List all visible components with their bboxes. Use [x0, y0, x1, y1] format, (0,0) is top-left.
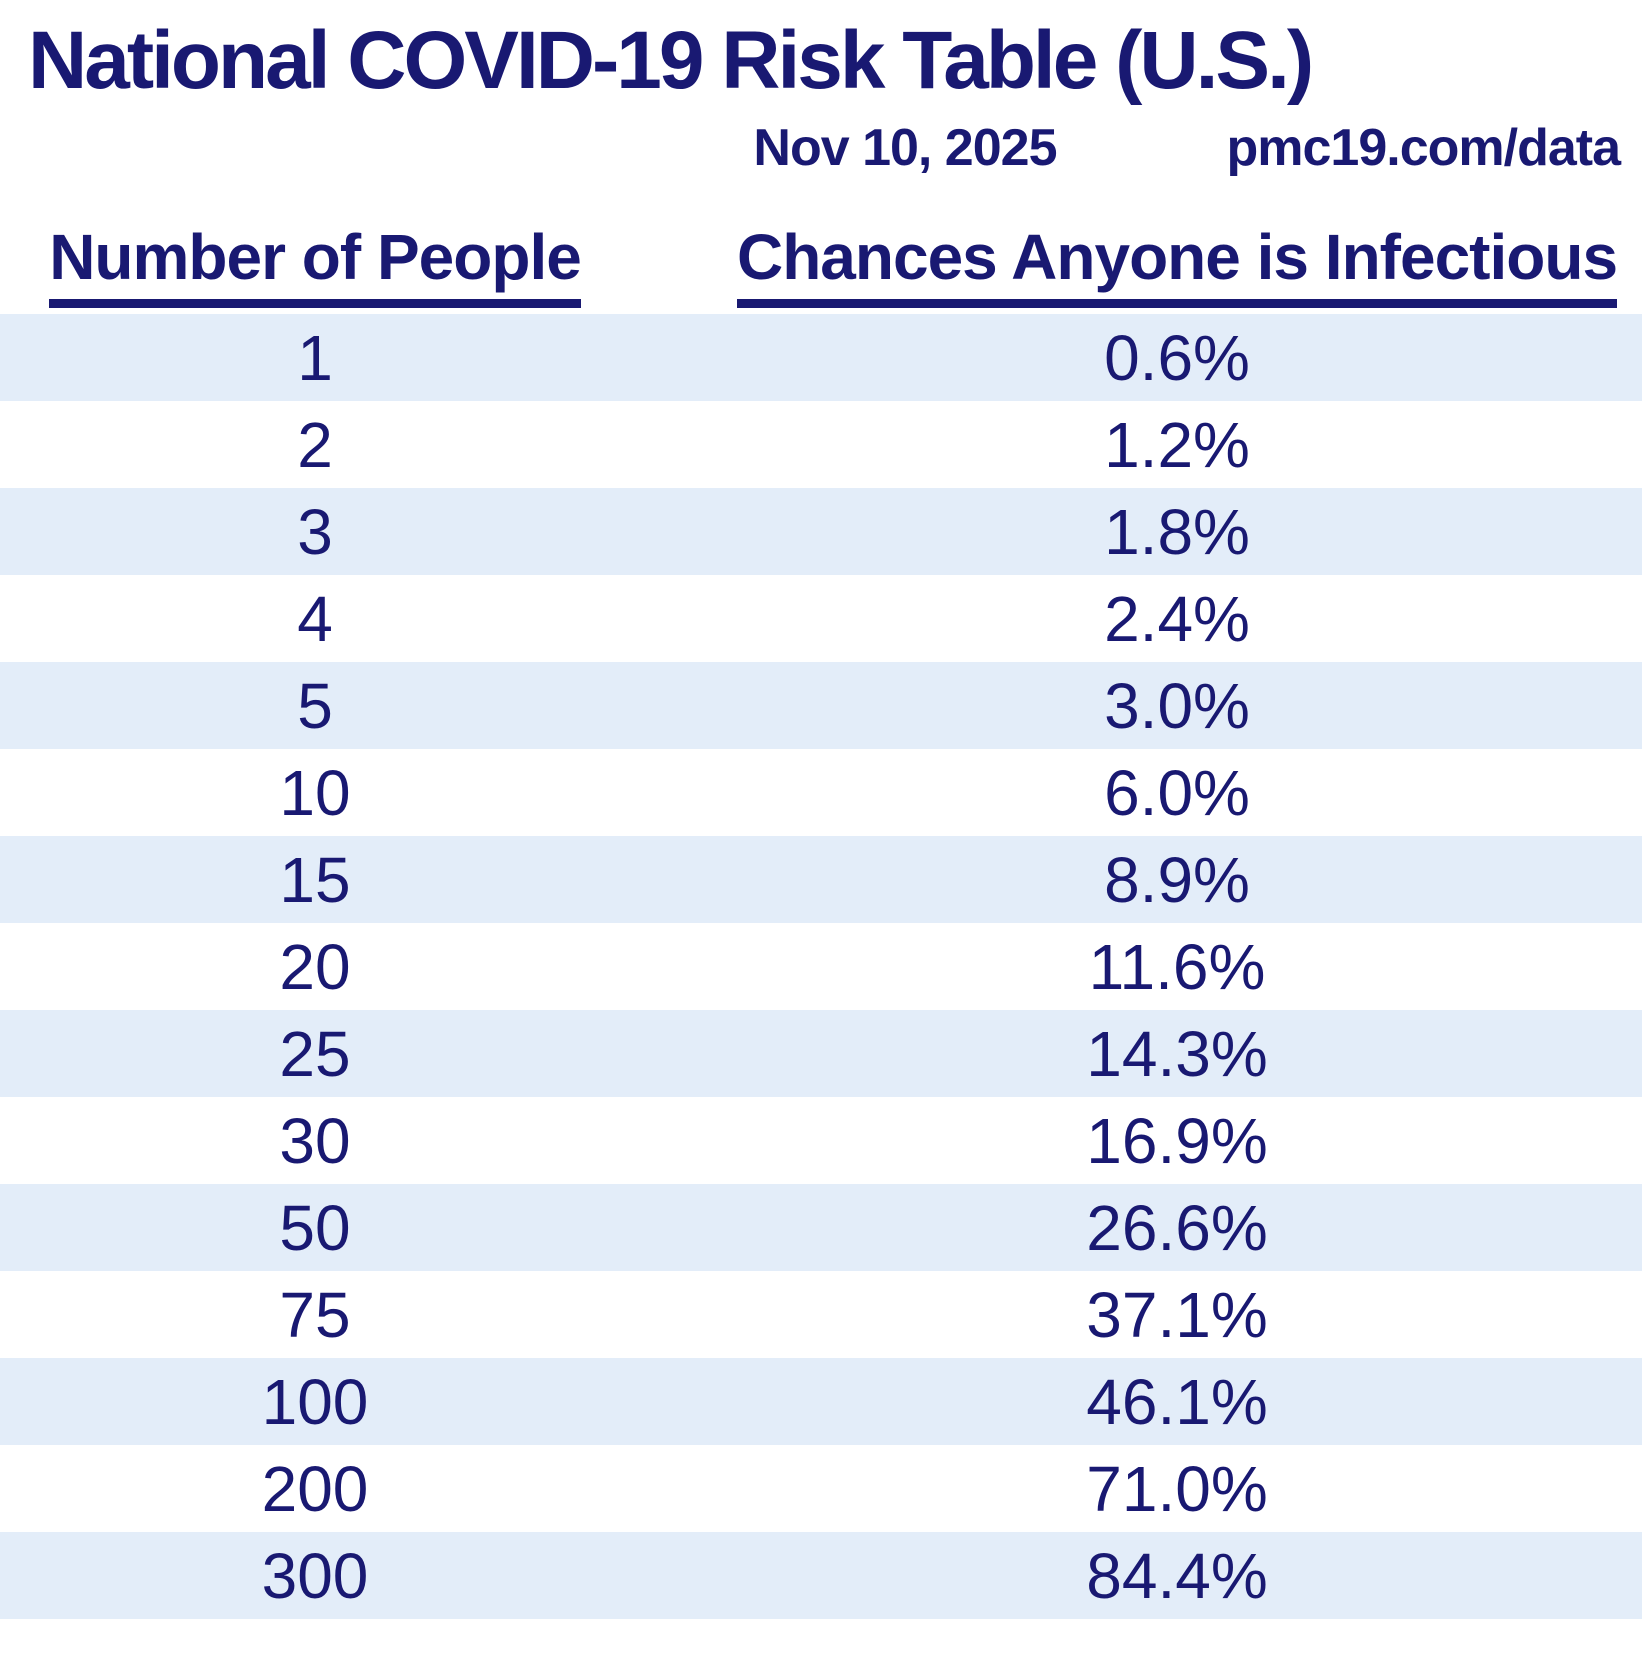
page-title: National COVID-19 Risk Table (U.S.) [28, 15, 1314, 106]
table-row: 2 1.2% [0, 401, 1642, 489]
people-count-cell: 25 [279, 1017, 351, 1090]
infectious-chance-cell: 1.2% [1104, 408, 1250, 481]
table-row: 20 11.6% [0, 923, 1642, 1011]
table-row: 30 16.9% [0, 1097, 1642, 1185]
table-row: 3 1.8% [0, 488, 1642, 576]
infectious-chance-cell: 46.1% [1086, 1365, 1268, 1438]
people-count-cell: 200 [261, 1452, 369, 1525]
people-count-cell: 10 [279, 756, 351, 829]
people-count-cell: 1 [297, 321, 333, 394]
table-header-row: Number of People Chances Anyone is Infec… [0, 225, 1642, 309]
chance-column-header: Chances Anyone is Infectious [736, 225, 1618, 309]
table-row: 15 8.9% [0, 836, 1642, 924]
people-count-cell: 5 [297, 669, 333, 742]
people-count-cell: 300 [261, 1539, 369, 1612]
people-count-cell: 50 [279, 1191, 351, 1264]
infectious-chance-cell: 16.9% [1086, 1104, 1268, 1177]
infectious-chance-cell: 11.6% [1088, 930, 1266, 1003]
chance-header-cell: Chances Anyone is Infectious [630, 225, 1642, 309]
people-count-cell: 30 [279, 1104, 351, 1177]
risk-table-body: 1 0.6% 2 1.2% 3 1.8% 4 2.4% 5 3.0% 10 6.… [0, 314, 1642, 1620]
infectious-chance-cell: 26.6% [1086, 1191, 1268, 1264]
infectious-chance-cell: 2.4% [1104, 582, 1250, 655]
table-row: 100 46.1% [0, 1358, 1642, 1446]
people-count-cell: 20 [279, 930, 351, 1003]
table-row: 200 71.0% [0, 1445, 1642, 1533]
people-count-cell: 3 [297, 495, 333, 568]
infectious-chance-cell: 37.1% [1086, 1278, 1268, 1351]
table-row: 75 37.1% [0, 1271, 1642, 1359]
infectious-chance-cell: 14.3% [1086, 1017, 1268, 1090]
people-column-header: Number of People [49, 225, 582, 309]
table-row: 25 14.3% [0, 1010, 1642, 1098]
date-label: Nov 10, 2025 [753, 119, 1057, 178]
table-row: 300 84.4% [0, 1532, 1642, 1620]
table-row: 5 3.0% [0, 662, 1642, 750]
infectious-chance-cell: 71.0% [1086, 1452, 1268, 1525]
infectious-chance-cell: 3.0% [1104, 669, 1250, 742]
people-count-cell: 75 [279, 1278, 351, 1351]
infectious-chance-cell: 1.8% [1104, 495, 1250, 568]
infectious-chance-cell: 6.0% [1104, 756, 1250, 829]
table-row: 4 2.4% [0, 575, 1642, 663]
people-count-cell: 4 [297, 582, 333, 655]
table-row: 10 6.0% [0, 749, 1642, 837]
people-count-cell: 100 [261, 1365, 369, 1438]
table-row: 50 26.6% [0, 1184, 1642, 1272]
source-url-label: pmc19.com/data [1226, 119, 1621, 178]
people-count-cell: 15 [279, 843, 351, 916]
people-count-cell: 2 [297, 408, 333, 481]
subtitle-row: Nov 10, 2025 pmc19.com/data [0, 120, 1642, 177]
infectious-chance-cell: 8.9% [1104, 843, 1250, 916]
people-header-cell: Number of People [0, 225, 630, 309]
infectious-chance-cell: 84.4% [1086, 1539, 1268, 1612]
infectious-chance-cell: 0.6% [1104, 321, 1250, 394]
table-row: 1 0.6% [0, 314, 1642, 402]
